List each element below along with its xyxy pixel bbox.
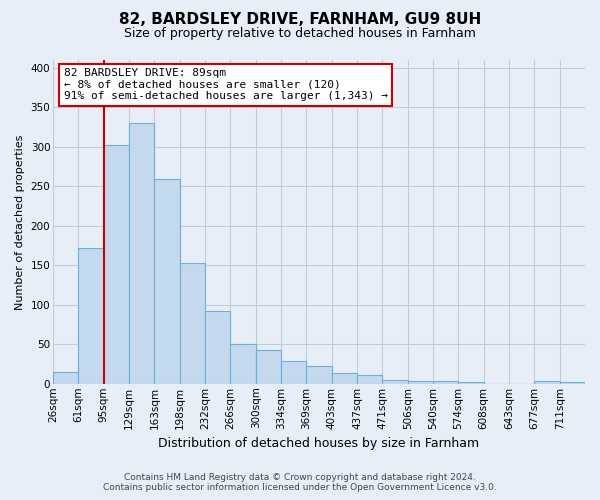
Bar	[332, 374, 357, 384]
Text: Size of property relative to detached houses in Farnham: Size of property relative to detached ho…	[124, 28, 476, 40]
Bar	[205, 311, 230, 384]
Text: 82 BARDSLEY DRIVE: 89sqm
← 8% of detached houses are smaller (120)
91% of semi-d: 82 BARDSLEY DRIVE: 89sqm ← 8% of detache…	[64, 68, 388, 102]
Bar	[407, 380, 433, 384]
Bar	[307, 366, 332, 384]
Bar	[230, 344, 256, 384]
Bar	[281, 361, 307, 384]
Text: 82, BARDSLEY DRIVE, FARNHAM, GU9 8UH: 82, BARDSLEY DRIVE, FARNHAM, GU9 8UH	[119, 12, 481, 28]
Bar	[154, 179, 180, 384]
Bar	[357, 375, 382, 384]
Bar	[180, 263, 205, 384]
Bar	[129, 123, 154, 384]
X-axis label: Distribution of detached houses by size in Farnham: Distribution of detached houses by size …	[158, 437, 479, 450]
Bar	[433, 382, 458, 384]
Bar	[256, 350, 281, 384]
Bar	[104, 146, 129, 384]
Bar	[560, 382, 585, 384]
Bar	[53, 372, 79, 384]
Y-axis label: Number of detached properties: Number of detached properties	[15, 134, 25, 310]
Bar	[79, 248, 104, 384]
Bar	[382, 380, 407, 384]
Bar	[458, 382, 484, 384]
Bar	[535, 382, 560, 384]
Text: Contains HM Land Registry data © Crown copyright and database right 2024.
Contai: Contains HM Land Registry data © Crown c…	[103, 473, 497, 492]
